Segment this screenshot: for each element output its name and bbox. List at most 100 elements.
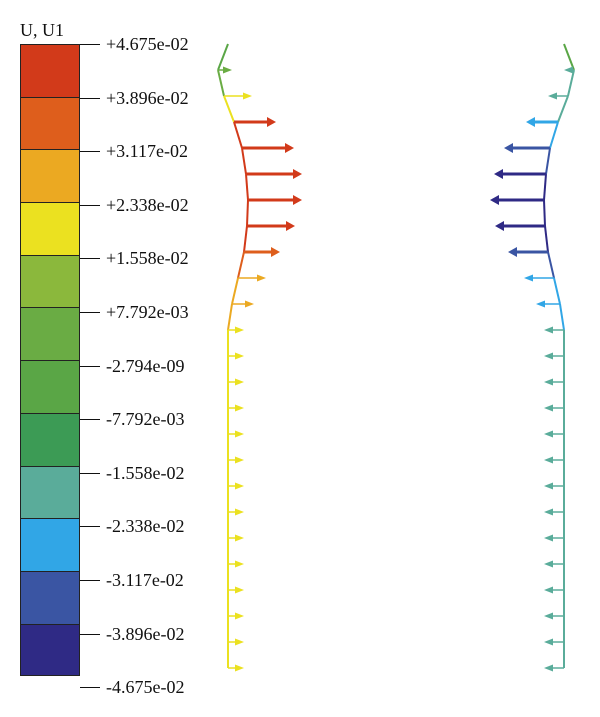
tick-label: -3.896e-02 <box>106 623 185 644</box>
color-band <box>20 307 80 361</box>
displacement-arrow <box>228 326 244 334</box>
displacement-arrow <box>247 221 295 231</box>
tick-label: +4.675e-02 <box>106 34 189 54</box>
color-band <box>20 202 80 255</box>
profile-segment <box>233 121 243 149</box>
profile-segment <box>543 199 546 227</box>
profile-segment <box>567 69 575 97</box>
profile-segment <box>217 43 229 71</box>
displacement-arrow <box>508 247 548 257</box>
tick-mark <box>80 472 100 474</box>
tick-label: -2.794e-09 <box>106 355 185 376</box>
profile-segment <box>545 147 551 175</box>
profile-segment <box>245 173 249 201</box>
displacement-arrow <box>544 482 564 490</box>
displacement-arrow <box>232 300 254 308</box>
displacement-arrow <box>544 352 564 360</box>
displacement-arrow <box>238 274 266 282</box>
displacement-arrow <box>218 66 232 74</box>
profile-segment <box>563 43 575 71</box>
displacement-arrow <box>536 300 560 308</box>
color-band <box>20 623 80 677</box>
displacement-arrow <box>228 664 244 672</box>
displacement-arrow <box>228 586 244 594</box>
displacement-arrow <box>544 560 564 568</box>
profile-segment <box>547 251 555 279</box>
displacement-arrow <box>548 92 568 100</box>
tick-mark <box>80 365 100 367</box>
color-band <box>20 570 80 624</box>
color-band <box>20 254 80 308</box>
profile-segment <box>544 225 549 253</box>
tick-mark <box>80 97 100 99</box>
tick-label: +3.117e-02 <box>106 141 188 162</box>
tick-mark <box>80 44 100 45</box>
displacement-arrow <box>228 508 244 516</box>
displacement-arrow <box>544 586 564 594</box>
tick-mark <box>80 151 100 153</box>
displacement-arrow <box>544 508 564 516</box>
displacement-arrow <box>544 612 564 620</box>
displacement-arrow <box>544 664 564 672</box>
color-band <box>20 44 80 97</box>
tick-mark <box>80 687 100 689</box>
tick-mark <box>80 419 100 421</box>
displacement-arrow <box>228 534 244 542</box>
displacement-arrow <box>544 456 564 464</box>
displacement-arrow <box>544 404 564 412</box>
profile-segment <box>243 225 248 253</box>
displacement-arrow <box>228 352 244 360</box>
displacement-arrow <box>228 638 244 646</box>
profile-segment <box>223 95 235 123</box>
displacement-arrow <box>228 612 244 620</box>
displacement-arrow <box>490 195 544 205</box>
tick-label: +1.558e-02 <box>106 248 189 269</box>
profile-segment <box>553 277 561 305</box>
legend-title: U, U1 <box>20 20 64 40</box>
color-band <box>20 412 80 466</box>
displacement-arrow <box>524 274 554 282</box>
profile-segment <box>217 69 225 97</box>
profile-segment <box>559 303 565 331</box>
displacement-arrow <box>228 378 244 386</box>
displacement-arrow <box>242 143 294 153</box>
displacement-arrow <box>228 430 244 438</box>
profile-segment <box>237 251 245 279</box>
tick-label: -3.117e-02 <box>106 570 184 590</box>
tick-label: +2.338e-02 <box>106 194 189 215</box>
profile-segment <box>549 121 559 149</box>
displacement-arrow <box>544 638 564 646</box>
color-band <box>20 465 80 519</box>
tick-mark <box>80 204 100 206</box>
tick-label: -4.675e-02 <box>106 677 185 698</box>
color-scale-bar <box>20 44 80 677</box>
color-band <box>20 149 80 203</box>
displacement-arrow <box>495 221 545 231</box>
profile-segment <box>557 95 569 123</box>
displacement-arrow <box>544 534 564 542</box>
displacement-arrow <box>544 326 564 334</box>
displacement-arrow <box>564 66 574 74</box>
color-band <box>20 96 80 150</box>
displacement-arrow <box>224 92 252 100</box>
tick-mark <box>80 526 100 528</box>
tick-label: -2.338e-02 <box>106 516 185 537</box>
displacement-arrow <box>246 169 302 179</box>
displacement-arrow <box>228 482 244 490</box>
tick-label: -1.558e-02 <box>106 462 185 483</box>
displacement-arrow <box>544 378 564 386</box>
displacement-arrow <box>504 143 550 153</box>
profile-segment <box>227 303 233 331</box>
tick-mark <box>80 312 100 313</box>
displacement-arrow <box>228 560 244 568</box>
displacement-arrow <box>244 247 280 257</box>
color-band <box>20 518 80 571</box>
displacement-arrow <box>228 456 244 464</box>
tick-label: +7.792e-03 <box>106 302 189 322</box>
profile-segment <box>543 173 547 201</box>
tick-label: -7.792e-03 <box>106 409 185 430</box>
tick-mark <box>80 258 100 260</box>
displacement-arrow <box>544 430 564 438</box>
displacement-arrow <box>494 169 546 179</box>
